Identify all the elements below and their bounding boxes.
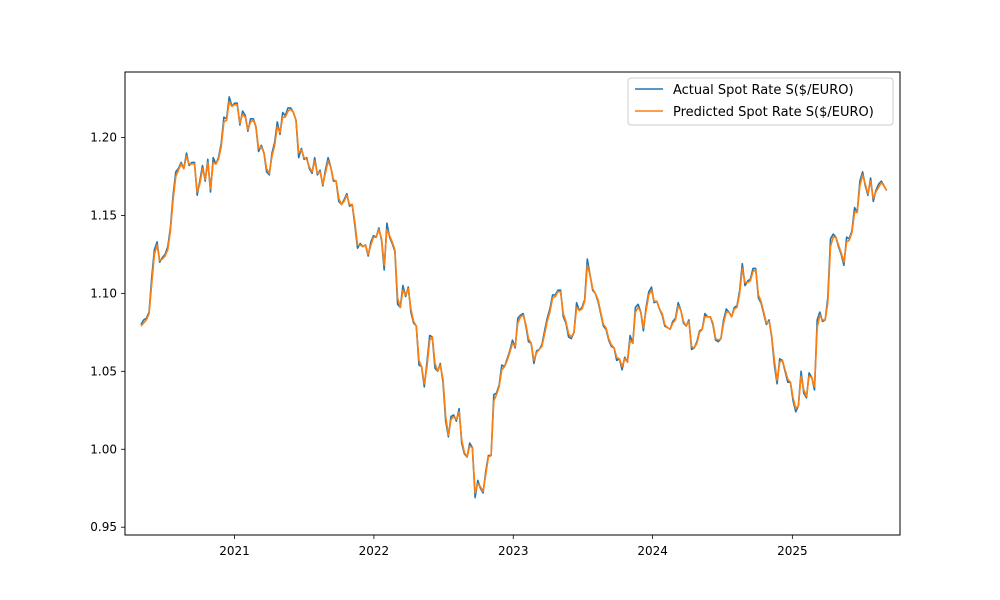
legend-label-actual: Actual Spot Rate S($/EURO) [673, 83, 854, 98]
y-tick-label: 1.10 [90, 286, 117, 300]
legend-label-predicted: Predicted Spot Rate S($/EURO) [673, 105, 874, 120]
x-axis: 2021 2022 2023 2024 2025 [219, 535, 808, 558]
x-tick-label: 2021 [219, 544, 250, 558]
y-tick-label: 1.20 [90, 130, 117, 144]
y-tick-label: 1.05 [90, 364, 117, 378]
y-axis: 0.95 1.00 1.05 1.10 1.15 1.20 [90, 130, 125, 534]
legend: Actual Spot Rate S($/EURO) Predicted Spo… [627, 77, 894, 126]
plot-area-frame [124, 71, 901, 536]
series-lines [140, 96, 888, 499]
y-tick-label: 0.95 [90, 520, 117, 534]
y-tick-label: 1.00 [90, 442, 117, 456]
y-tick-label: 1.15 [90, 208, 117, 222]
x-tick-label: 2025 [777, 544, 808, 558]
series-line-actual [140, 96, 888, 499]
x-tick-label: 2023 [498, 544, 529, 558]
x-tick-label: 2024 [637, 544, 668, 558]
legend-box [627, 77, 894, 126]
series-line-predicted [140, 100, 888, 494]
x-tick-label: 2022 [359, 544, 390, 558]
